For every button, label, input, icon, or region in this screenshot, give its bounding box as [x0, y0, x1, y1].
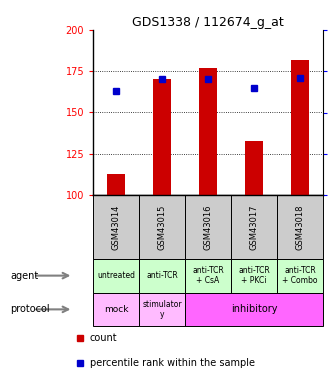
- Bar: [139, 259, 185, 292]
- Bar: [139, 292, 185, 326]
- Text: GSM43015: GSM43015: [158, 204, 167, 250]
- Bar: [277, 259, 323, 292]
- Text: stimulator
y: stimulator y: [143, 300, 182, 319]
- Text: GSM43014: GSM43014: [112, 204, 121, 250]
- Title: GDS1338 / 112674_g_at: GDS1338 / 112674_g_at: [132, 16, 284, 29]
- Bar: [291, 60, 309, 195]
- Bar: [93, 259, 139, 292]
- Text: GSM43016: GSM43016: [203, 204, 213, 250]
- Text: inhibitory: inhibitory: [231, 304, 277, 314]
- Bar: [277, 195, 323, 259]
- Text: anti-TCR
+ CsA: anti-TCR + CsA: [192, 266, 224, 285]
- Bar: [199, 68, 217, 195]
- Bar: [185, 292, 323, 326]
- Bar: [107, 174, 126, 195]
- Text: untreated: untreated: [97, 271, 135, 280]
- Text: mock: mock: [104, 305, 129, 314]
- Text: anti-TCR
+ PKCi: anti-TCR + PKCi: [238, 266, 270, 285]
- Bar: [185, 195, 231, 259]
- Text: GSM43018: GSM43018: [295, 204, 305, 250]
- Bar: [231, 195, 277, 259]
- Text: GSM43017: GSM43017: [249, 204, 259, 250]
- Text: count: count: [90, 333, 118, 344]
- Text: protocol: protocol: [10, 304, 50, 314]
- Text: percentile rank within the sample: percentile rank within the sample: [90, 358, 255, 368]
- Bar: [153, 80, 171, 195]
- Bar: [185, 259, 231, 292]
- Bar: [93, 195, 139, 259]
- Text: anti-TCR
+ Combo: anti-TCR + Combo: [282, 266, 318, 285]
- Text: agent: agent: [10, 271, 38, 280]
- Bar: [93, 292, 139, 326]
- Text: anti-TCR: anti-TCR: [146, 271, 178, 280]
- Bar: [139, 195, 185, 259]
- Bar: [231, 259, 277, 292]
- Bar: [245, 141, 263, 195]
